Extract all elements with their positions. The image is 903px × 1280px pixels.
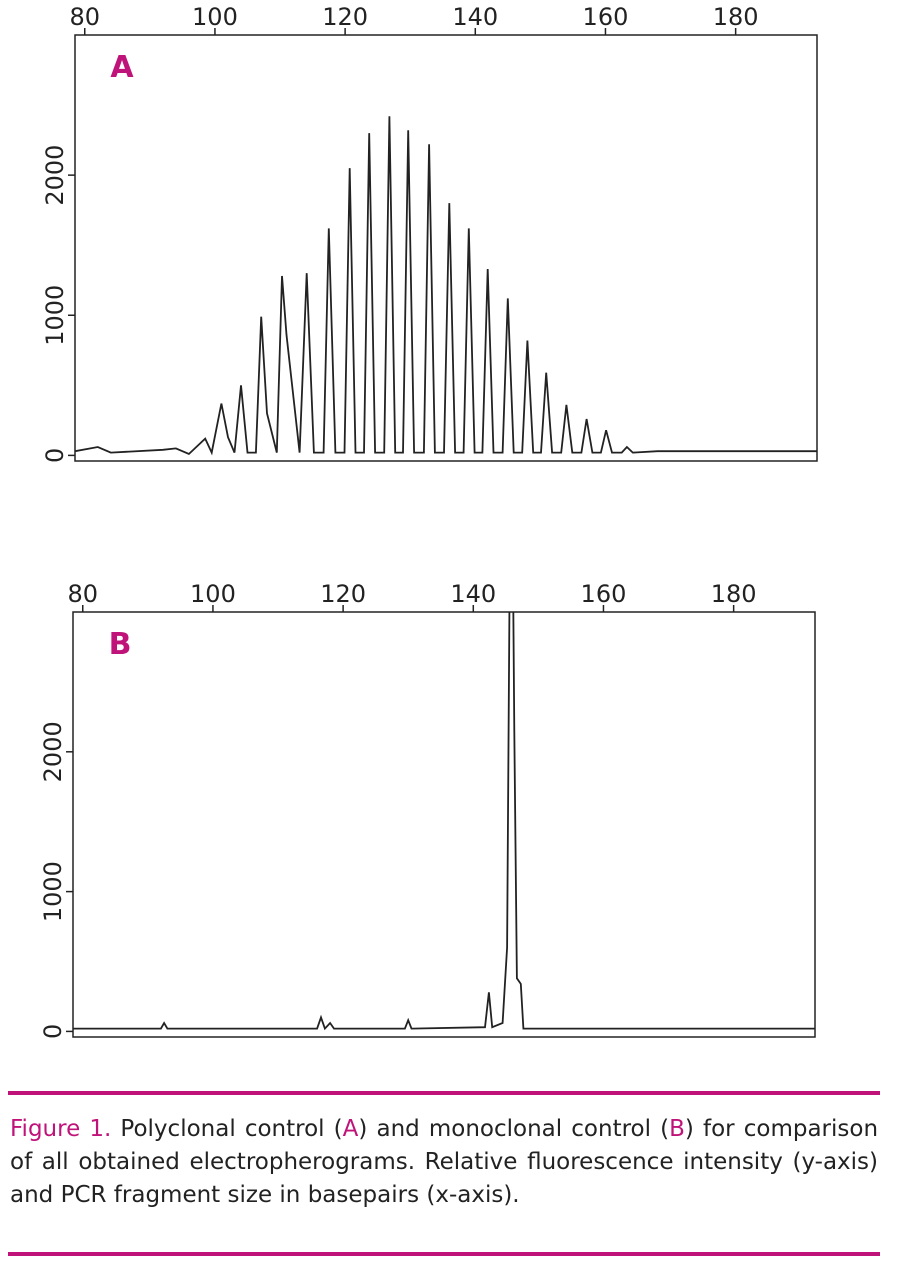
y-tick-label: 1000	[39, 861, 67, 922]
x-tick-label: 180	[713, 3, 759, 31]
caption-text: ) for comparison of all obtained electro…	[10, 1116, 879, 1208]
y-tick-label: 0	[39, 1024, 67, 1039]
x-tick-label: 180	[711, 580, 757, 608]
y-tick-label: 2000	[41, 145, 69, 206]
x-tick-label: 160	[583, 3, 629, 31]
plot-frame	[74, 34, 818, 462]
x-tick-label: 100	[190, 580, 236, 608]
rule	[8, 1091, 880, 1095]
panel-label: A	[110, 50, 134, 85]
caption-text: A	[342, 1116, 359, 1142]
x-tick-label: 100	[192, 3, 238, 31]
data-line	[73, 612, 815, 1031]
x-tick-label: 120	[320, 580, 366, 608]
caption: Figure 1. Polyclonal control (A) and mon…	[10, 1113, 878, 1212]
caption-text: ) and monoclonal control (	[358, 1116, 670, 1142]
x-tick-label: 140	[452, 3, 498, 31]
y-tick-label: 0	[41, 448, 69, 463]
x-tick-label: 160	[581, 580, 627, 608]
x-tick-label: 140	[450, 580, 496, 608]
caption-text: Polyclonal control (	[120, 1116, 343, 1142]
y-tick-label: 1000	[41, 285, 69, 346]
y-tick-label: 2000	[39, 721, 67, 782]
caption-text: B	[669, 1116, 685, 1142]
plot-frame	[72, 611, 816, 1038]
chart: 80 100 120 140 160 180 0 1000 2000 A 80 100 120 140 16…	[39, 3, 818, 1039]
x-tick-label: 80	[67, 580, 98, 608]
panel-label: B	[109, 627, 132, 662]
data-line	[75, 116, 817, 456]
x-tick-label: 120	[322, 3, 368, 31]
x-tick-label: 80	[69, 3, 100, 31]
caption-label: Figure 1.	[10, 1116, 112, 1142]
rule	[8, 1252, 880, 1256]
